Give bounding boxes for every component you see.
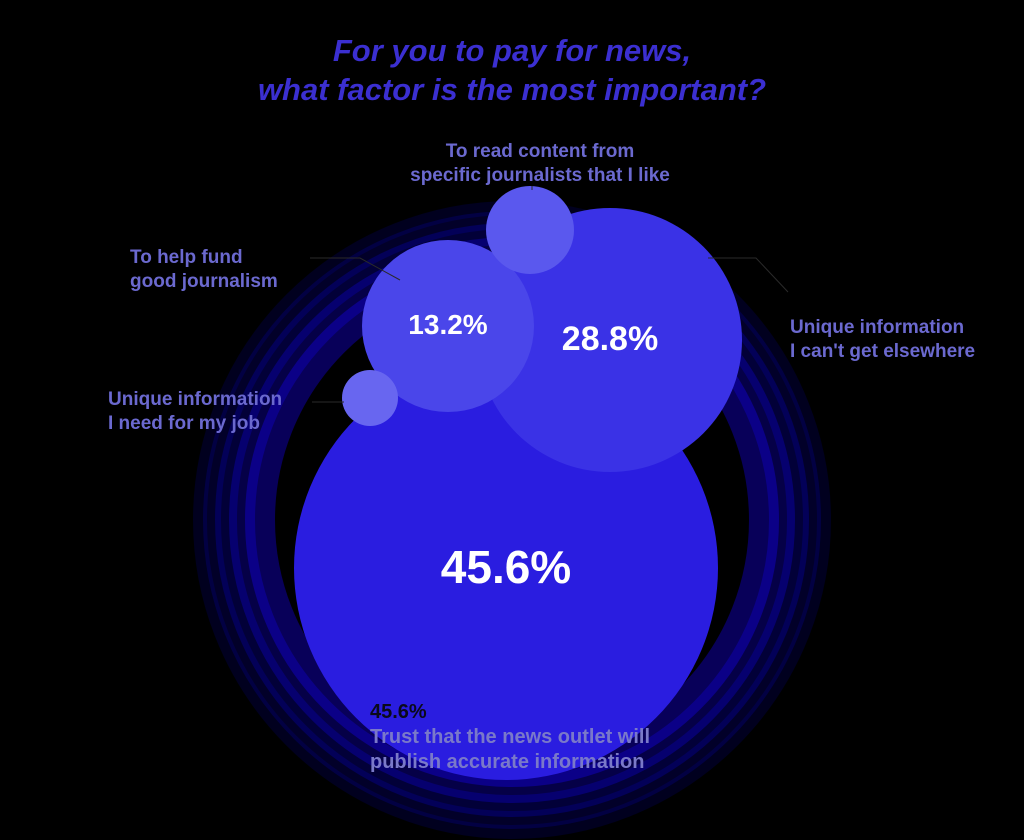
callout-label-specific_journalists: To read content fromspecific journalists… [360, 140, 720, 188]
callout-fund_journalism: To help fundgood journalism [130, 246, 330, 294]
callout-label-unique_job: Unique informationI need for my job [108, 388, 328, 436]
callout-pct-trust: 45.6% [370, 700, 790, 725]
callout-unique_job: Unique informationI need for my job [108, 388, 328, 436]
chart-stage: For you to pay for news, what factor is … [0, 0, 1024, 840]
bubble-unique_job [342, 370, 398, 426]
callout-trust: 45.6%Trust that the news outlet willpubl… [370, 700, 790, 775]
callout-label-fund_journalism: To help fundgood journalism [130, 246, 330, 294]
callout-specific_journalists: To read content fromspecific journalists… [360, 140, 720, 188]
callout-pct-unique_elsewhere: 28.8% [790, 292, 1010, 316]
bubble-specific_journalists [486, 186, 574, 274]
callout-label-unique_elsewhere: Unique informationI can't get elsewhere [790, 316, 1010, 364]
callout-label-trust: Trust that the news outlet willpublish a… [370, 725, 790, 775]
bubble-value-fund_journalism: 13.2% [328, 309, 568, 341]
callout-unique_elsewhere: 28.8%Unique informationI can't get elsew… [790, 292, 1010, 363]
bubble-value-trust: 45.6% [386, 540, 626, 594]
